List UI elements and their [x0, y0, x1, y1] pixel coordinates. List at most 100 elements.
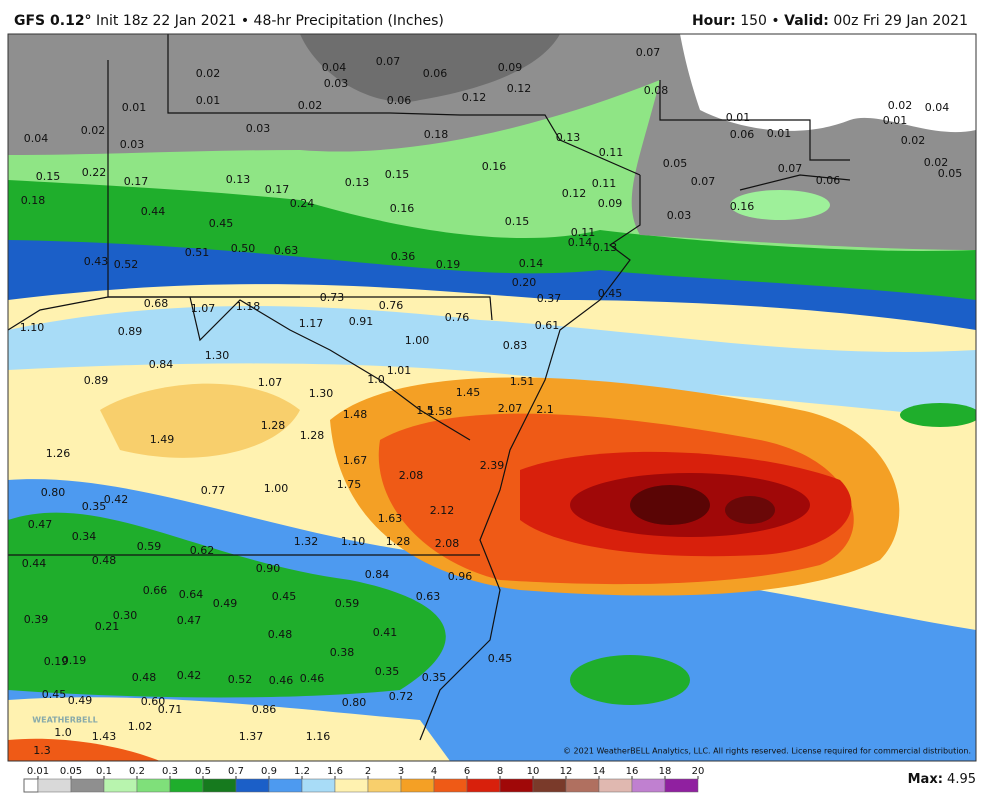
value-label: 0.09: [498, 61, 523, 74]
value-label: 1.49: [150, 433, 175, 446]
colorbar-cap: [23, 778, 39, 793]
separator: •: [771, 13, 779, 29]
value-label: 0.01: [767, 127, 792, 140]
value-label: 1.0: [54, 726, 72, 739]
value-label: 0.07: [376, 55, 401, 68]
value-label: 0.03: [246, 122, 271, 135]
value-label: 0.22: [82, 166, 107, 179]
value-label: 0.13: [226, 173, 251, 186]
value-label: 0.02: [901, 134, 926, 147]
value-label: 0.01: [122, 101, 147, 114]
value-label: 2.39: [480, 459, 505, 472]
value-label: 1.07: [191, 302, 216, 315]
colorbar: 0.01 0.05 0.1 0.2 0.3 0.5 0.7 0.9 1.2 1.6 2 3 4 6 8 10 1…: [23, 766, 705, 793]
value-label: 0.66: [143, 584, 168, 597]
value-label: 0.35: [375, 665, 400, 678]
value-label: 0.15: [385, 168, 410, 181]
value-label: 0.07: [636, 46, 661, 59]
value-label: 0.84: [149, 358, 174, 371]
colorbar-tick-label: 0.1: [96, 766, 112, 777]
value-label: 0.13: [345, 176, 370, 189]
value-label: 0.80: [41, 486, 66, 499]
value-label: 0.48: [268, 628, 293, 641]
value-label: 0.03: [120, 138, 145, 151]
value-label: 0.12: [462, 91, 487, 104]
colorbar-cell: [433, 778, 468, 793]
value-label: 1.58: [428, 405, 453, 418]
value-label: 0.11: [592, 177, 617, 190]
colorbar-cell: [103, 778, 138, 793]
value-label: 0.01: [726, 111, 751, 124]
value-label: 1.28: [300, 429, 325, 442]
value-label: 0.15: [36, 170, 61, 183]
colorbar-cell: [631, 778, 666, 793]
run-info: Init 18z 22 Jan 2021 • 48-hr Precipitati…: [96, 13, 444, 29]
value-label: 0.11: [571, 226, 596, 239]
value-label: 0.13: [556, 131, 581, 144]
value-label: 0.05: [938, 167, 963, 180]
value-label: 0.62: [190, 544, 215, 557]
value-label: 1.43: [92, 730, 117, 743]
value-label: 0.51: [185, 246, 210, 259]
value-label: 0.35: [82, 500, 107, 513]
borders: [7, 34, 851, 741]
value-label: 0.36: [391, 250, 416, 263]
colorbar-tick-label: 18: [659, 766, 672, 777]
max-label: Max:: [908, 772, 943, 787]
value-label: 0.14: [519, 257, 544, 270]
value-label: 0.02: [298, 99, 323, 112]
colorbar-tick-label: 20: [692, 766, 705, 777]
colorbar-cell: [334, 778, 369, 793]
value-label: 0.84: [365, 568, 390, 581]
value-label: 0.47: [28, 518, 53, 531]
value-label: 0.45: [209, 217, 234, 230]
value-label: 0.18: [424, 128, 449, 141]
value-label: 0.20: [512, 276, 537, 289]
value-label: 0.76: [379, 299, 404, 312]
value-label: 0.63: [416, 590, 441, 603]
logo: WEATHERBELL: [32, 716, 97, 725]
value-label: 0.52: [228, 673, 253, 686]
value-label: 0.83: [503, 339, 528, 352]
value-label: 1.01: [387, 364, 412, 377]
value-label: 0.06: [816, 174, 841, 187]
value-label: 0.30: [113, 609, 138, 622]
value-label: 0.09: [598, 197, 623, 210]
colorbar-tick-label: 12: [560, 766, 573, 777]
value-label: 1.17: [299, 317, 324, 330]
value-label: 1.10: [341, 535, 366, 548]
value-label: 0.21: [95, 620, 120, 633]
value-label: 2.1: [536, 403, 554, 416]
colorbar-cell: [235, 778, 270, 793]
value-label: 0.71: [158, 703, 183, 716]
value-label: 0.64: [179, 588, 204, 601]
value-label: 0.86: [252, 703, 277, 716]
value-label: 0.89: [118, 325, 143, 338]
value-label: 0.15: [505, 215, 530, 228]
value-label: 0.18: [21, 194, 46, 207]
value-label: 0.35: [422, 671, 447, 684]
colorbar-tick-label: 0.7: [228, 766, 244, 777]
colorbar-tick-label: 0.5: [195, 766, 211, 777]
value-label: 1.18: [236, 300, 261, 313]
value-label: 0.03: [324, 77, 349, 90]
value-label: 1.75: [337, 478, 362, 491]
colorbar-cell: [664, 778, 699, 793]
value-label: 0.60: [141, 695, 166, 708]
value-label: 0.17: [265, 183, 290, 196]
value-label: 0.02: [888, 99, 913, 112]
hour-label: Hour:: [692, 13, 736, 29]
colorbar-tick-label: 2: [365, 766, 371, 777]
colorbar-cell: [367, 778, 402, 793]
value-label: 0.16: [730, 200, 755, 213]
colorbar-cell: [532, 778, 567, 793]
value-label: 0.39: [24, 613, 49, 626]
colorbar-cell: [37, 778, 72, 793]
colorbar-tick-label: 4: [431, 766, 437, 777]
value-label: 0.89: [84, 374, 109, 387]
value-label: 1.16: [306, 730, 331, 743]
value-label: 0.17: [124, 175, 149, 188]
value-label: 0.12: [507, 82, 532, 95]
colorbar-cell: [598, 778, 633, 793]
value-label: 1.10: [20, 321, 45, 334]
